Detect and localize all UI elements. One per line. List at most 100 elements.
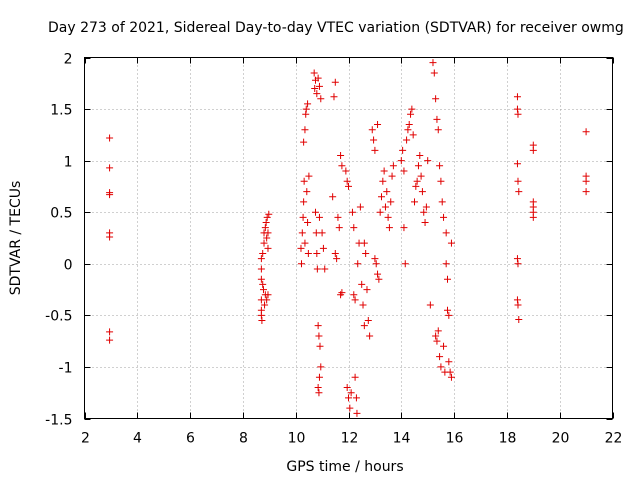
axis-ticks [84, 57, 614, 420]
data-point-marker [350, 291, 358, 299]
data-point-marker [513, 296, 521, 304]
data-point-marker [106, 233, 114, 241]
data-point-marker [430, 69, 438, 77]
data-point-marker [378, 193, 385, 201]
data-point-marker [447, 239, 455, 247]
data-point-marker [259, 280, 267, 288]
data-point-marker [300, 138, 308, 146]
x-tick-label: 16 [446, 431, 464, 447]
data-point-marker [529, 146, 537, 154]
data-point-marker [582, 177, 590, 185]
x-tick-label: 14 [393, 431, 411, 447]
data-point-marker [417, 172, 425, 180]
y-tick-label: 1 [64, 155, 73, 171]
data-point-marker [338, 162, 346, 170]
data-point-marker [301, 126, 309, 134]
data-point-marker [529, 213, 537, 221]
x-tick-label: 8 [239, 431, 248, 447]
data-point-marker [311, 84, 319, 92]
data-point-marker [418, 188, 426, 196]
data-point-marker [331, 78, 339, 86]
data-point-marker [440, 342, 448, 350]
data-point-marker [375, 275, 383, 283]
data-point-marker [429, 59, 437, 67]
data-point-marker [321, 265, 329, 273]
data-point-marker [412, 182, 420, 190]
y-tick-label: 0.5 [50, 206, 72, 222]
data-point-marker [257, 255, 265, 263]
data-point-marker [354, 260, 362, 268]
x-tick-label: 2 [81, 431, 90, 447]
data-point-marker [514, 301, 522, 309]
data-point-marker [300, 177, 308, 185]
data-point-marker [299, 213, 307, 221]
data-point-marker [416, 151, 424, 159]
data-point-marker [312, 208, 319, 216]
data-point-marker [313, 249, 321, 257]
data-point-marker [513, 160, 521, 168]
y-tick-label: 0 [64, 258, 73, 274]
data-point-marker [582, 188, 590, 196]
data-point-marker [437, 363, 445, 371]
data-point-marker [319, 244, 327, 252]
data-point-marker [359, 301, 367, 309]
data-point-marker [264, 291, 272, 299]
x-tick-label: 10 [288, 431, 306, 447]
x-tick-labels: 2 4 6 8 10 12 14 16 18 20 22 [81, 431, 622, 447]
data-point-marker [404, 126, 412, 134]
y-tick-label: -0.5 [45, 309, 72, 325]
data-point-marker [379, 177, 387, 185]
data-point-marker [424, 157, 432, 165]
data-point-marker [387, 198, 395, 206]
data-point-marker [314, 384, 322, 392]
data-point-marker [434, 327, 442, 335]
data-point-marker [264, 229, 272, 237]
data-point-marker [405, 121, 413, 129]
data-point-marker [301, 239, 309, 247]
data-point-marker [259, 286, 267, 294]
data-point-marker [342, 167, 350, 175]
data-point-marker [106, 328, 114, 336]
data-point-marker [302, 110, 310, 118]
data-point-marker [389, 162, 397, 170]
data-point-marker [330, 93, 338, 101]
data-point-marker [440, 213, 448, 221]
data-point-marker [445, 311, 453, 319]
data-point-marker [447, 373, 455, 381]
data-point-marker [315, 82, 323, 90]
data-point-marker [337, 151, 345, 159]
data-point-marker [343, 384, 351, 392]
x-tick-label: 4 [133, 431, 142, 447]
data-point-marker [106, 134, 114, 142]
data-point-marker [422, 203, 430, 211]
data-point-marker [347, 389, 355, 397]
data-point-marker [304, 100, 312, 108]
x-tick-label: 22 [605, 431, 623, 447]
data-point-marker [260, 239, 268, 247]
data-point-marker [316, 342, 324, 350]
y-tick-label: 2 [64, 52, 73, 68]
data-point-marker [318, 229, 326, 237]
data-point-marker [360, 322, 368, 330]
y-tick-labels: -1.5 -1 -0.5 0 0.5 1 1.5 2 [45, 52, 72, 429]
data-point-marker [333, 255, 341, 263]
data-point-marker [315, 332, 323, 340]
data-point-marker [317, 363, 325, 371]
data-point-marker [436, 353, 444, 361]
data-point-marker [514, 110, 522, 118]
data-point-marker [513, 93, 521, 101]
data-point-marker [259, 249, 267, 257]
x-tick-label: 12 [341, 431, 359, 447]
data-point-marker [298, 260, 306, 268]
data-point-marker [313, 90, 321, 98]
data-point-marker [374, 270, 382, 278]
data-point-marker [329, 193, 337, 201]
data-point-marker [351, 296, 359, 304]
data-point-marker [263, 296, 271, 304]
data-point-marker [371, 146, 379, 154]
data-point-marker [411, 198, 418, 206]
y-tick-label: 1.5 [50, 103, 72, 119]
data-point-marker [513, 255, 521, 263]
y-axis-title: SDTVAR / TECUs [8, 181, 24, 296]
x-tick-label: 20 [552, 431, 570, 447]
